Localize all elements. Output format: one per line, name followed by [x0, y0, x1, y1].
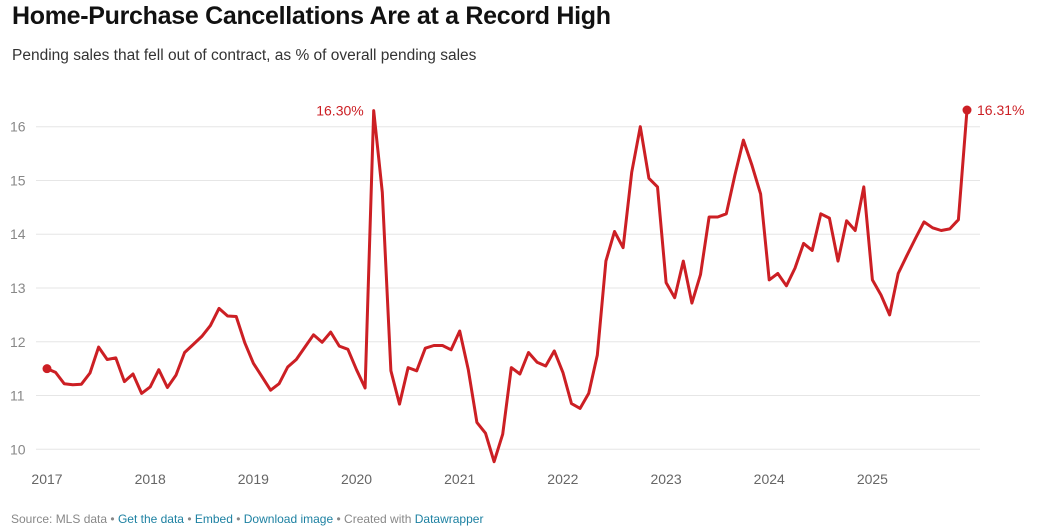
get-data-link[interactable]: Get the data — [117, 512, 184, 526]
x-tick-label: 2017 — [31, 471, 62, 487]
y-tick-label: 16 — [10, 119, 26, 135]
x-tick-label: 2018 — [135, 471, 166, 487]
separator: • — [107, 512, 118, 526]
chart-title: Home-Purchase Cancellations Are at a Rec… — [12, 2, 611, 30]
y-tick-label: 14 — [10, 226, 26, 242]
y-tick-label: 10 — [10, 441, 26, 457]
x-tick-label: 2022 — [547, 471, 578, 487]
x-tick-label: 2021 — [444, 471, 475, 487]
separator: • — [232, 512, 244, 526]
y-tick-label: 13 — [10, 280, 26, 296]
x-tick-label: 2019 — [238, 471, 269, 487]
data-label: 16.31% — [977, 102, 1024, 118]
line-chart: 10 11 12 13 14 15 16 2017 2018 2019 2020 2021 2022 20… — [10, 102, 1024, 487]
y-tick-label: 12 — [10, 334, 26, 350]
x-tick-label: 2020 — [341, 471, 372, 487]
embed-link[interactable]: Embed — [194, 512, 233, 526]
y-tick-label: 11 — [10, 388, 25, 404]
source-text: Source: MLS data — [11, 512, 108, 526]
chart-subtitle: Pending sales that fell out of contract,… — [12, 47, 477, 64]
data-point-marker — [42, 364, 52, 374]
separator: • — [183, 512, 195, 526]
series-line — [45, 108, 969, 464]
created-with-text: Created with — [344, 512, 412, 526]
download-image-link[interactable]: Download image — [243, 512, 334, 526]
datawrapper-link[interactable]: Datawrapper — [414, 512, 484, 526]
x-tick-label: 2024 — [754, 471, 785, 487]
data-label: 16.30% — [316, 103, 363, 119]
x-tick-label: 2025 — [857, 471, 888, 487]
separator: • — [333, 512, 345, 526]
footer: Source: MLS data • Get the data • Embed … — [11, 512, 483, 526]
data-point-marker — [962, 105, 972, 115]
y-tick-label: 15 — [10, 172, 26, 188]
x-tick-label: 2023 — [650, 471, 681, 487]
